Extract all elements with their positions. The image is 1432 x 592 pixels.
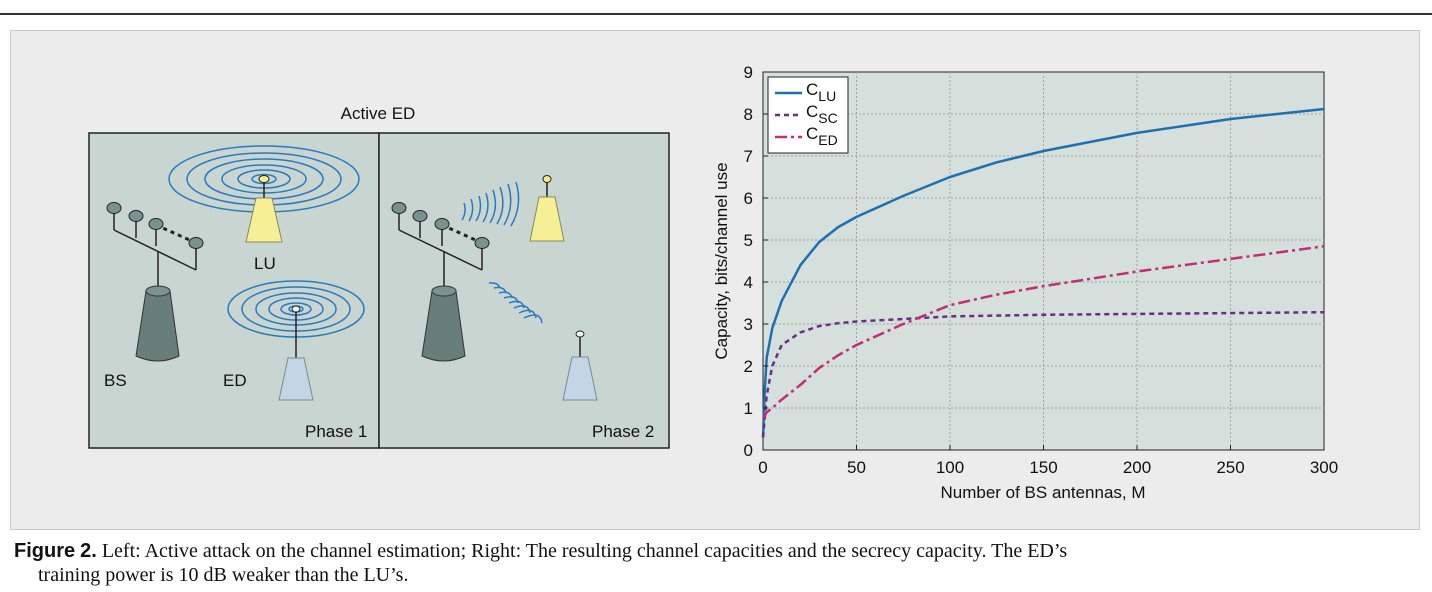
x-tick-label: 150 [1029,458,1057,477]
figure-caption: Figure 2. Left: Active attack on the cha… [14,539,1419,587]
x-tick-label: 0 [758,458,767,477]
y-tick-label: 0 [744,441,753,460]
ed-label: ED [223,371,247,390]
top-rule [0,13,1432,15]
lu-device-phase2 [529,175,565,242]
y-tick-label: 3 [744,315,753,334]
x-tick-label: 200 [1123,458,1151,477]
y-tick-label: 8 [744,105,753,124]
lu-device-phase1 [245,175,283,243]
y-tick-label: 7 [744,147,753,166]
series-line-sc [761,310,1325,438]
caption-label: Figure [14,540,76,562]
bs-antenna-heads-phase1 [106,202,204,249]
capacity-chart: 0 50 100 150 200 250 300 0 1 2 3 4 5 6 7 8 9 Capacity, b… [712,63,1338,502]
y-tick-label: 2 [744,357,753,376]
attack-diagram [88,132,670,449]
ed-device-phase2 [562,330,598,401]
x-tick-label: 250 [1216,458,1244,477]
phase2-label: Phase 2 [592,422,655,441]
beam-to-ed [488,282,543,324]
phase1-panel [88,132,380,449]
phase1-label: Phase 1 [305,422,368,441]
x-tick-label: 300 [1310,458,1338,477]
bs-antenna-heads-phase2 [391,202,490,249]
y-tick-label: 4 [744,273,753,292]
x-tick-label: 50 [847,458,866,477]
x-tick-label: 100 [936,458,964,477]
caption-text-line2: training power is 10 dB weaker than the … [38,564,409,586]
caption-text-line1: Left: Active attack on the channel estim… [96,540,1068,562]
y-tick-label: 9 [744,63,753,82]
ed-device-phase1 [278,305,314,401]
y-tick-label: 5 [744,231,753,250]
y-axis-label: Capacity, bits/channel use [712,162,731,359]
lu-label: LU [254,254,276,273]
legend-box [767,76,849,154]
phase2-panel [378,132,670,449]
beam-to-lu [461,181,520,227]
y-tick-label: 6 [744,189,753,208]
x-axis-label: Number of BS antennas, M [940,483,1145,502]
series-line-lu [761,107,1325,438]
bs-label: BS [104,371,127,390]
y-tick-label: 1 [744,399,753,418]
caption-number: 2. [80,540,97,562]
series-line-ed [761,245,1325,420]
